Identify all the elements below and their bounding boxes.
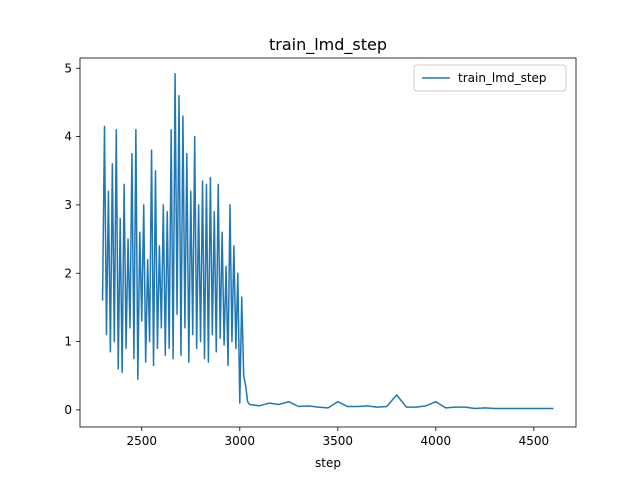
plot-area	[101, 72, 554, 410]
legend: train_lmd_step	[413, 64, 567, 92]
y-tick-label: 0	[64, 403, 72, 417]
x-tick-label: 4000	[421, 434, 452, 448]
x-axis-label: step	[315, 456, 341, 470]
x-tick-label: 3500	[323, 434, 354, 448]
y-tick-label: 1	[64, 335, 72, 349]
x-tick-label: 4500	[519, 434, 550, 448]
series-line-0	[101, 72, 554, 410]
y-tick-label: 2	[64, 266, 72, 280]
y-tick-label: 5	[64, 61, 72, 75]
y-tick-label: 3	[64, 198, 72, 212]
plot-frame	[79, 57, 577, 428]
axes: 2500 3000 3500 4000 4500 0 1 2 3 4 5	[64, 57, 577, 448]
chart-title: train_lmd_step	[269, 35, 387, 55]
x-tick-label: 3000	[225, 434, 256, 448]
legend-box	[413, 64, 567, 92]
y-tick-label: 4	[64, 130, 72, 144]
legend-label: train_lmd_step	[458, 71, 547, 85]
x-tick-label: 2500	[126, 434, 157, 448]
